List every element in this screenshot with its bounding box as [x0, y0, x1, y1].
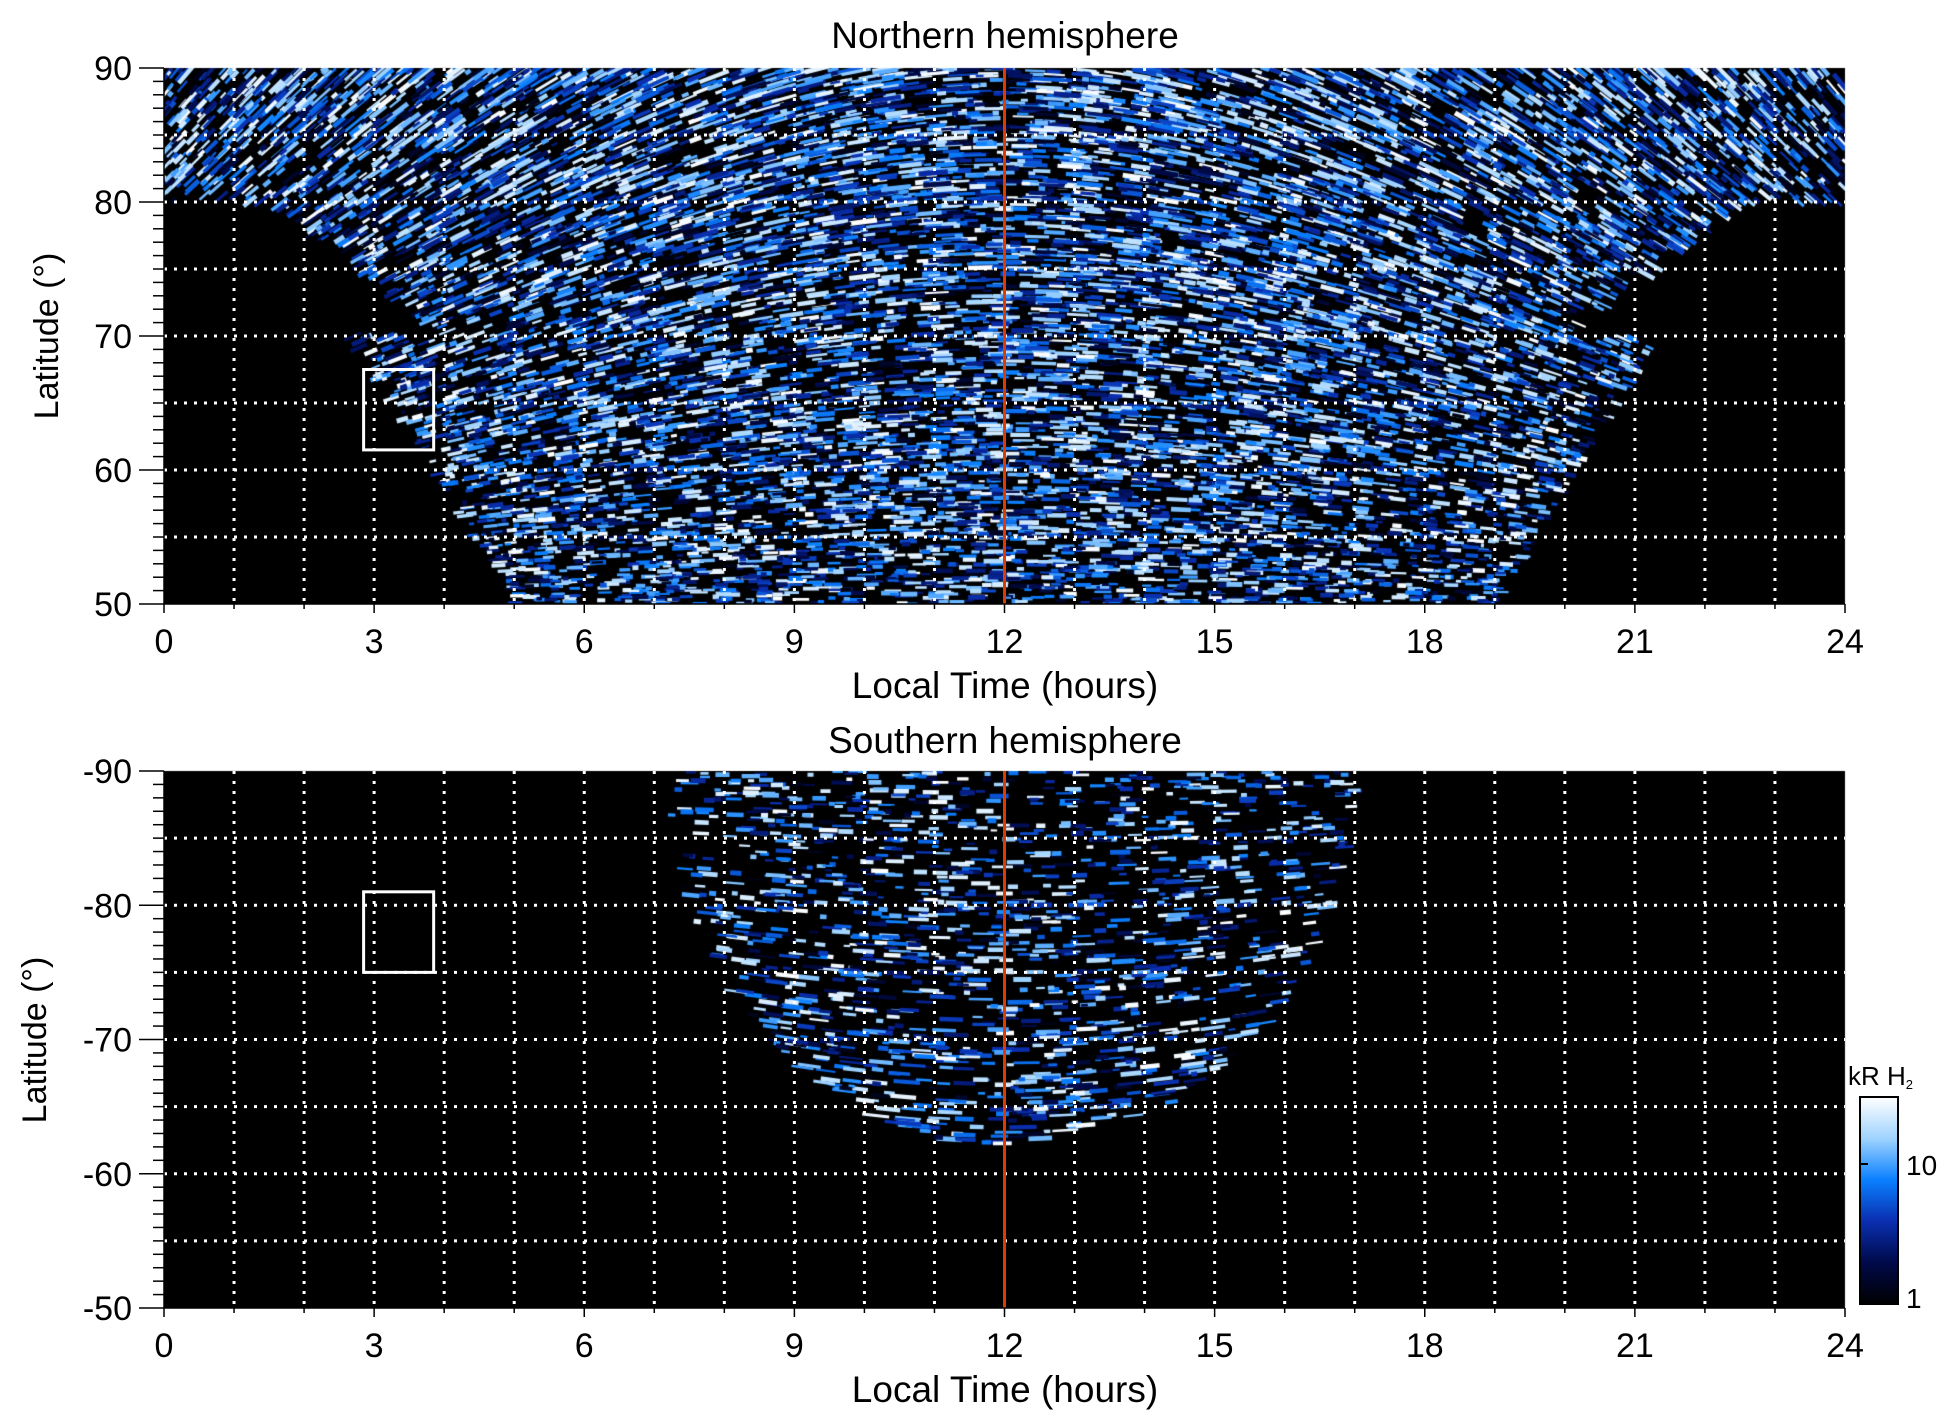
x-tick-label: 6	[575, 623, 594, 661]
y-tick-label: -90	[83, 753, 132, 791]
annotation-box	[362, 890, 436, 974]
x-tick-label: 15	[1196, 623, 1234, 661]
y-tick-label: 90	[94, 50, 132, 88]
x-tick-label: 21	[1616, 623, 1654, 661]
y-tick-label: 60	[94, 452, 132, 490]
x-tick-label: 12	[986, 623, 1024, 661]
colorbar-tick-label: 1	[1906, 1283, 1922, 1314]
y-tick-label: -50	[83, 1290, 132, 1328]
x-tick-label: 15	[1196, 1327, 1234, 1365]
x-tick-label: 0	[155, 623, 174, 661]
x-tick-label: 18	[1406, 623, 1444, 661]
ylabel-south: Latitude (°)	[16, 957, 54, 1124]
xlabel-south: Local Time (hours)	[852, 1369, 1158, 1410]
colorbar-tick-label: 10	[1906, 1150, 1937, 1181]
x-tick-label: 9	[785, 1327, 804, 1365]
colorbar-label: kR H2	[1848, 1061, 1913, 1092]
y-tick-label: -70	[83, 1022, 132, 1060]
y-tick-label: 50	[94, 586, 132, 624]
y-tick-label: -60	[83, 1156, 132, 1194]
x-tick-label: 0	[155, 1327, 174, 1365]
x-tick-label: 3	[365, 623, 384, 661]
x-tick-label: 9	[785, 623, 804, 661]
x-tick-label: 24	[1826, 623, 1864, 661]
annotation-box	[362, 368, 436, 452]
x-tick-label: 6	[575, 1327, 594, 1365]
x-tick-label: 18	[1406, 1327, 1444, 1365]
chart-title-north: Northern hemisphere	[831, 15, 1179, 56]
x-tick-label: 24	[1826, 1327, 1864, 1365]
xlabel-north: Local Time (hours)	[852, 665, 1158, 706]
chart-title-south: Southern hemisphere	[828, 720, 1182, 761]
y-tick-label: 80	[94, 184, 132, 222]
y-tick-label: 70	[94, 318, 132, 356]
x-tick-label: 21	[1616, 1327, 1654, 1365]
colorbar	[1859, 1096, 1899, 1305]
ylabel-north: Latitude (°)	[28, 253, 66, 420]
x-tick-label: 3	[365, 1327, 384, 1365]
y-tick-label: -80	[83, 887, 132, 925]
x-tick-label: 12	[986, 1327, 1024, 1365]
